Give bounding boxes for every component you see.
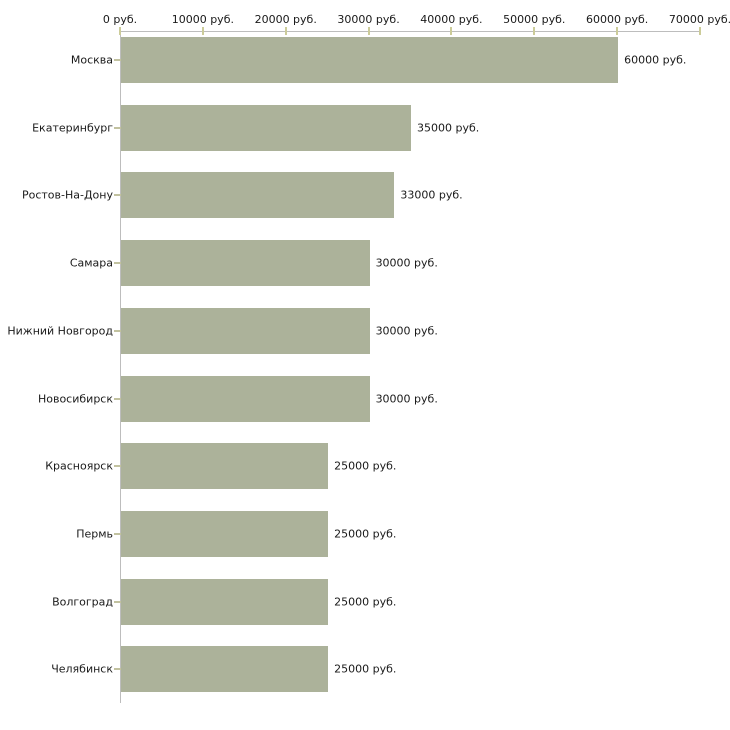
x-axis-tick — [616, 27, 619, 35]
category-label: Челябинск — [51, 662, 113, 676]
category-label: Новосибирск — [37, 392, 113, 405]
y-axis-tick — [114, 59, 122, 61]
bar — [121, 172, 395, 219]
y-axis-tick — [114, 194, 122, 197]
x-axis-tick-label: 0 руб. — [102, 13, 138, 26]
y-axis-tick — [114, 262, 122, 265]
x-axis-tick-label: 20000 руб. — [254, 13, 317, 26]
x-axis-tick-label: 70000 руб. — [668, 13, 730, 26]
bar-value-label: 33000 руб. — [400, 188, 463, 202]
category-label: Волгоград — [52, 595, 113, 609]
x-axis-tick-label: 40000 руб. — [420, 13, 483, 26]
y-axis-tick — [114, 329, 122, 332]
bar-value-label: 25000 руб. — [334, 662, 397, 676]
category-label: Красноярск — [45, 459, 113, 473]
bar — [121, 375, 370, 422]
y-axis-tick — [114, 465, 122, 468]
category-label: Пермь — [76, 527, 113, 541]
y-axis-tick — [114, 397, 122, 400]
y-axis-line — [120, 31, 121, 703]
bar-value-label: 30000 руб. — [375, 324, 438, 338]
x-axis-tick — [119, 27, 121, 35]
y-axis-tick — [114, 126, 122, 129]
category-label: Ростов-На-Дону — [21, 188, 113, 202]
bar-value-label: 60000 руб. — [624, 53, 687, 67]
bar-value-label: 30000 руб. — [375, 256, 438, 270]
y-axis-tick — [114, 668, 122, 671]
bar-value-label: 35000 руб. — [417, 121, 480, 135]
x-axis-tick — [367, 27, 370, 35]
x-axis-tick-label: 30000 руб. — [337, 13, 400, 26]
bar — [121, 646, 329, 693]
x-axis-tick — [533, 27, 536, 35]
bar — [121, 510, 329, 557]
bar — [121, 307, 370, 354]
x-axis-tick — [284, 27, 287, 35]
bar — [121, 240, 370, 287]
x-axis-tick — [201, 27, 204, 35]
y-axis-tick — [114, 600, 122, 603]
y-axis-tick — [114, 532, 122, 535]
bar-value-label: 30000 руб. — [375, 392, 438, 405]
bar — [121, 578, 329, 625]
category-label: Самара — [69, 256, 113, 270]
x-axis-tick — [699, 27, 701, 35]
bar-value-label: 25000 руб. — [334, 459, 397, 473]
x-axis-tick-label: 50000 руб. — [503, 13, 566, 26]
bar-value-label: 25000 руб. — [334, 527, 397, 541]
x-axis-tick — [450, 27, 453, 35]
bar — [121, 104, 411, 151]
x-axis-line — [120, 31, 700, 32]
category-label: Москва — [70, 53, 113, 67]
bar — [121, 37, 619, 83]
x-axis-tick-label: 60000 руб. — [586, 13, 649, 26]
bar — [121, 443, 329, 490]
category-label: Екатеринбург — [32, 121, 113, 135]
bar-value-label: 25000 руб. — [334, 595, 397, 609]
x-axis-tick-label: 10000 руб. — [171, 13, 234, 26]
category-label: Нижний Новгород — [7, 324, 113, 338]
